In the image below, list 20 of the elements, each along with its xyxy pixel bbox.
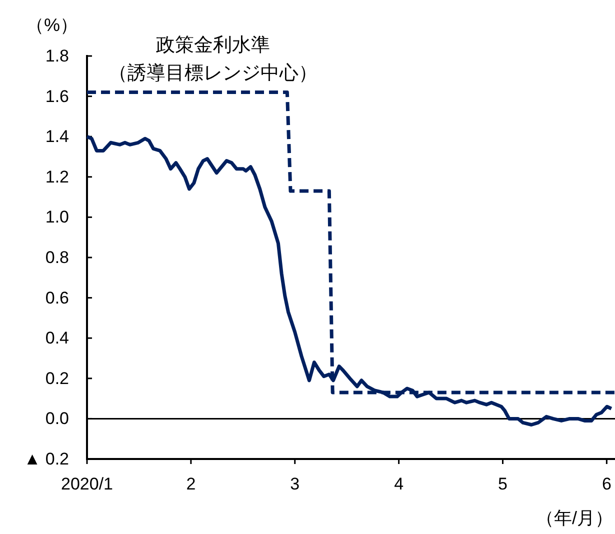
y-tick-label: 1.6 — [45, 86, 69, 106]
x-tick-label: 4 — [394, 474, 404, 494]
x-tick-label: 2 — [186, 474, 196, 494]
y-tick-label: 1.0 — [45, 208, 69, 227]
y-tick-label: 1.4 — [45, 127, 69, 146]
x-tick-label: 5 — [498, 474, 508, 494]
y-tick-label: 0.2 — [45, 368, 69, 388]
y-tick-label: 0.0 — [45, 409, 69, 428]
y-tick-label: 1.8 — [45, 46, 69, 66]
y-tick-label: 1.2 — [45, 167, 69, 186]
y-tick-label: ▲ 0.2 — [24, 450, 69, 468]
x-tick-label: 3 — [290, 474, 300, 494]
series-label: 政策金利水準（誘導目標レンジ中心） — [108, 34, 318, 86]
x-tick-label: 2020/1 — [61, 474, 113, 494]
x-tick-label: 6 — [602, 474, 612, 494]
y-tick-label: 0.8 — [45, 248, 69, 267]
x-axis-title: （年/月） — [536, 508, 613, 528]
y-tick-label: 0.4 — [45, 328, 69, 348]
y-axis-title: （%） — [26, 15, 78, 35]
y-tick-label: 0.6 — [45, 288, 69, 308]
